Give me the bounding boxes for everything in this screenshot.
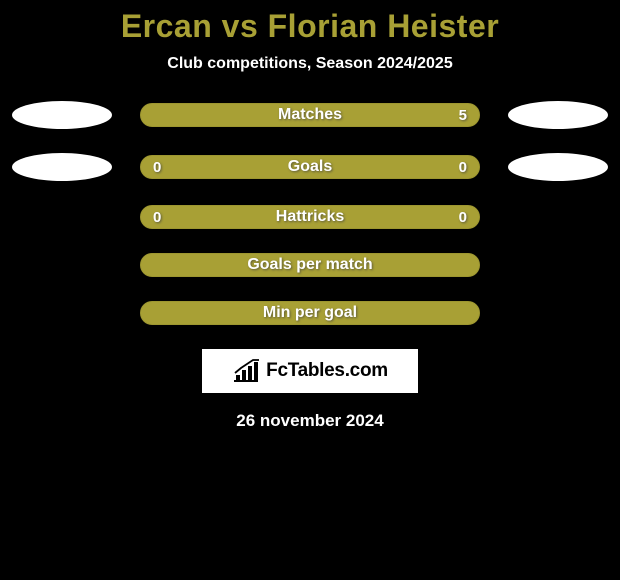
logo-box[interactable]: FcTables.com — [202, 349, 418, 393]
stat-label: Hattricks — [276, 208, 344, 226]
chart-icon — [232, 359, 260, 383]
subtitle: Club competitions, Season 2024/2025 — [0, 55, 620, 73]
player-left-oval — [12, 153, 112, 181]
date-label: 26 november 2024 — [0, 411, 620, 431]
stat-row: 0 Hattricks 0 — [0, 205, 620, 229]
stat-label: Min per goal — [263, 304, 357, 322]
stat-row: Matches 5 — [0, 101, 620, 129]
logo-text: FcTables.com — [266, 360, 388, 382]
stat-value-left: 0 — [153, 209, 161, 226]
stat-label: Matches — [278, 106, 342, 124]
stat-bar: Goals per match — [140, 253, 480, 277]
stats-list: Matches 5 0 Goals 0 0 Hattricks 0 Goals per matc… — [0, 101, 620, 325]
player-left-oval — [12, 101, 112, 129]
stat-row: Min per goal — [0, 301, 620, 325]
stat-bar: 0 Goals 0 — [140, 155, 480, 179]
stat-row: 0 Goals 0 — [0, 153, 620, 181]
player-right-oval — [508, 101, 608, 129]
comparison-card: Ercan vs Florian Heister Club competitio… — [0, 0, 620, 431]
stat-bar: Matches 5 — [140, 103, 480, 127]
stat-bar: 0 Hattricks 0 — [140, 205, 480, 229]
stat-value-left: 0 — [153, 159, 161, 176]
stat-row: Goals per match — [0, 253, 620, 277]
player-right-oval — [508, 153, 608, 181]
stat-label: Goals — [288, 158, 332, 176]
stat-value-right: 5 — [459, 107, 467, 124]
stat-value-right: 0 — [459, 159, 467, 176]
stat-label: Goals per match — [247, 256, 372, 274]
stat-bar: Min per goal — [140, 301, 480, 325]
stat-value-right: 0 — [459, 209, 467, 226]
page-title: Ercan vs Florian Heister — [0, 8, 620, 45]
